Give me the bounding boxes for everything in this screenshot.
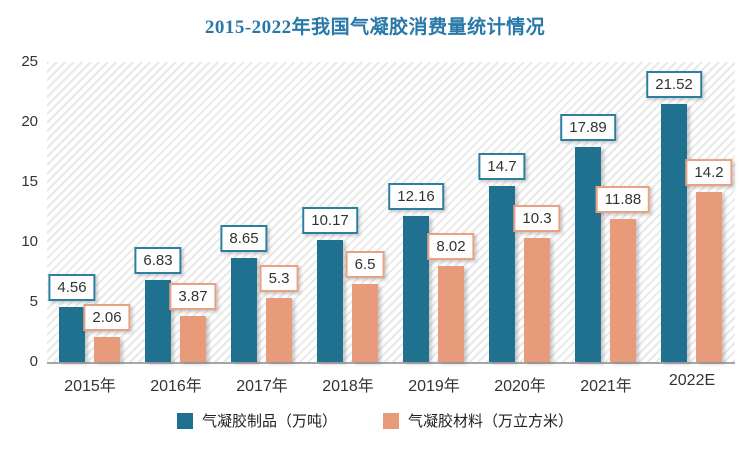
bar-series2 <box>94 337 120 362</box>
bar-value-label: 4.56 <box>48 274 96 302</box>
chart-title: 2015-2022年我国气凝胶消费量统计情况 <box>204 17 546 38</box>
bar-value-label: 8.02 <box>427 232 475 260</box>
legend-item: 气凝胶材料（万立方米） <box>383 410 573 431</box>
bar-value-label: 10.3 <box>513 205 561 233</box>
bar-series1 <box>317 239 343 362</box>
bar-series1 <box>59 307 85 362</box>
y-tick-label: 5 <box>29 293 38 310</box>
bar-value-label: 6.5 <box>345 251 385 278</box>
x-tick-label: 2019年 <box>408 378 460 395</box>
y-tick-label: 25 <box>21 53 38 70</box>
legend-label: 气凝胶材料（万立方米） <box>408 413 574 430</box>
bar-value-label: 8.65 <box>220 225 268 253</box>
bar-series2 <box>610 219 636 362</box>
bar-series2 <box>180 315 206 362</box>
x-tick-label: 2020年 <box>494 378 546 395</box>
x-tick-label: 2018年 <box>322 378 374 395</box>
bar-series1 <box>661 103 687 362</box>
y-tick-label: 0 <box>29 353 38 370</box>
bar-series2 <box>438 265 464 362</box>
x-tick-label: 2017年 <box>236 378 288 395</box>
bar-value-label: 12.16 <box>388 183 444 211</box>
bar-series1 <box>575 147 601 362</box>
x-tick-label: 2015年 <box>64 378 116 395</box>
legend: 气凝胶制品（万吨） 气凝胶材料（万立方米） <box>0 410 750 431</box>
bar-value-label: 14.2 <box>685 158 733 186</box>
legend-swatch-icon <box>383 412 399 429</box>
x-tick-label: 2022E <box>668 372 716 389</box>
legend-item: 气凝胶制品（万吨） <box>176 410 337 431</box>
bar-value-label: 10.17 <box>302 206 358 234</box>
y-tick-label: 10 <box>21 233 38 250</box>
bar-value-label: 3.87 <box>169 282 217 310</box>
y-tick-label: 15 <box>21 173 38 190</box>
bar-value-label: 5.3 <box>259 265 299 293</box>
legend-swatch-icon <box>176 412 193 429</box>
bar-value-label: 21.52 <box>646 70 702 98</box>
bar-series2 <box>352 284 378 362</box>
bar-series1 <box>403 216 429 362</box>
bar-series2 <box>696 191 722 362</box>
bar-value-label: 17.89 <box>560 114 616 142</box>
bar-series1 <box>489 185 515 362</box>
legend-label: 气凝胶制品（万吨） <box>201 413 337 430</box>
x-tick-label: 2016年 <box>150 378 202 395</box>
bar-value-label: 6.83 <box>134 247 182 275</box>
plot-area: 4.56 2.06 6.83 3.87 8.65 5.3 10.17 6.5 12.16 8.02… <box>47 62 735 364</box>
bar-value-label: 2.06 <box>83 304 131 332</box>
bar-value-label: 11.88 <box>595 186 651 214</box>
bar-value-label: 14.7 <box>478 152 526 180</box>
bar-series2 <box>524 238 550 362</box>
y-tick-label: 20 <box>21 113 38 130</box>
x-tick-label: 2021年 <box>580 378 632 395</box>
bar-series1 <box>145 280 171 362</box>
bar-series1 <box>231 258 257 362</box>
bar-series2 <box>266 298 292 362</box>
